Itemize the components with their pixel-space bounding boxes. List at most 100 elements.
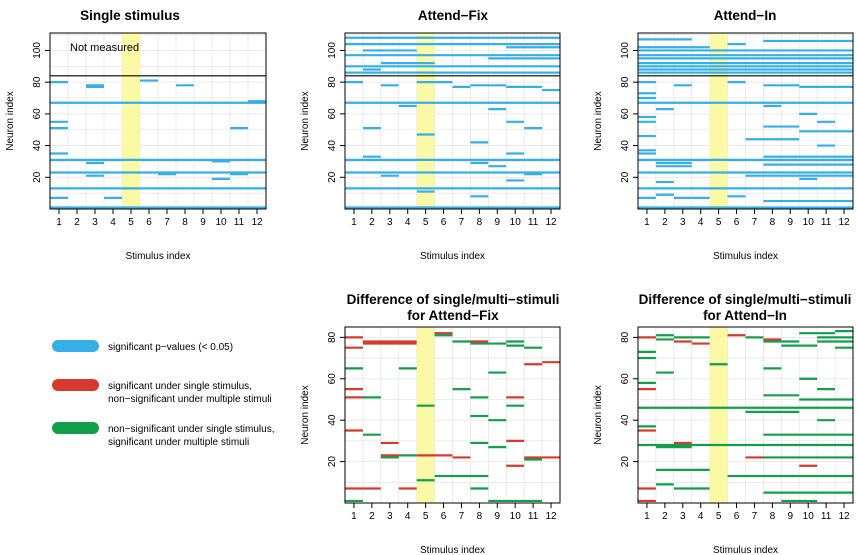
chart-title: for Attend−Fix <box>407 308 499 323</box>
x-tick-label: 2 <box>369 217 375 228</box>
highlight-column-stimulus-5 <box>122 33 140 209</box>
segments <box>638 330 853 503</box>
y-tick-label: 40 <box>327 414 338 426</box>
legend-label: significant under multiple stimuli <box>108 437 249 448</box>
plot-frame <box>344 326 561 504</box>
x-tick-label: 12 <box>545 511 557 522</box>
plot-frame <box>49 32 267 210</box>
y-axis-label: Neuron index <box>300 385 311 444</box>
legend-label: significant under single stimulus, <box>108 381 252 392</box>
y-tick-label: 40 <box>620 414 631 426</box>
legend-label: non−significant under single stimulus, <box>108 424 274 435</box>
y-axis-label: Neuron index <box>300 91 311 150</box>
x-axis-label: Stimulus index <box>713 251 778 262</box>
x-tick-label: 10 <box>803 217 815 228</box>
x-tick-label: 3 <box>387 217 393 228</box>
legend-label: non−significant under multiple stimuli <box>108 394 272 405</box>
x-tick-label: 8 <box>770 217 776 228</box>
x-tick-label: 11 <box>821 511 832 522</box>
legend-swatch <box>52 340 99 352</box>
x-tick-label: 9 <box>788 511 794 522</box>
chart-title: Single stimulus <box>80 8 180 23</box>
x-tick-label: 5 <box>128 217 134 228</box>
y-tick-label: 80 <box>620 331 631 343</box>
x-axis-label: Stimulus index <box>420 251 485 262</box>
x-axis-label: Stimulus index <box>125 251 190 262</box>
chart-title: Attend−Fix <box>418 8 489 23</box>
legend-entry: significant p−values (< 0.05) <box>52 340 233 353</box>
x-tick-label: 9 <box>495 217 501 228</box>
x-tick-label: 3 <box>680 217 686 228</box>
segments <box>345 332 560 503</box>
x-tick-label: 1 <box>644 217 650 228</box>
chart-title: for Attend−In <box>703 308 787 323</box>
x-axis-label: Stimulus index <box>420 545 485 555</box>
x-tick-label: 5 <box>423 217 429 228</box>
x-tick-label: 11 <box>821 217 832 228</box>
x-tick-label: 2 <box>662 511 668 522</box>
legend-entry: non−significant under single stimulus, si… <box>52 422 274 448</box>
x-tick-label: 4 <box>698 511 704 522</box>
x-tick-label: 2 <box>369 511 375 522</box>
x-tick-label: 10 <box>510 217 522 228</box>
x-tick-label: 9 <box>788 217 794 228</box>
x-tick-label: 5 <box>716 217 722 228</box>
x-tick-label: 4 <box>405 217 411 228</box>
x-tick-label: 3 <box>680 511 686 522</box>
chart-title: Difference of single/multi−stimuli <box>347 292 560 307</box>
highlight-column-stimulus-5 <box>416 33 435 209</box>
x-tick-label: 10 <box>803 511 815 522</box>
y-tick-label: 20 <box>620 456 631 468</box>
y-tick-label: 80 <box>32 76 43 88</box>
y-tick-label: 60 <box>620 108 631 120</box>
plot-frame <box>637 32 854 210</box>
x-axis-label: Stimulus index <box>713 545 778 555</box>
x-tick-label: 8 <box>477 511 483 522</box>
x-tick-label: 12 <box>838 511 850 522</box>
y-axis-label: Neuron index <box>593 91 604 150</box>
x-tick-label: 6 <box>441 511 447 522</box>
plot-frame <box>344 32 561 210</box>
segments <box>345 36 560 209</box>
legend-swatch <box>52 379 99 391</box>
x-tick-label: 6 <box>441 217 447 228</box>
x-tick-label: 10 <box>215 217 227 228</box>
highlight-column-stimulus-5 <box>709 327 728 503</box>
x-tick-label: 5 <box>423 511 429 522</box>
x-tick-label: 10 <box>510 511 522 522</box>
x-tick-label: 7 <box>459 217 465 228</box>
region-note: Not measured <box>70 42 139 54</box>
x-tick-label: 7 <box>459 511 465 522</box>
y-tick-label: 40 <box>620 140 631 152</box>
x-tick-label: 12 <box>251 217 263 228</box>
legend-label: significant p−values (< 0.05) <box>108 342 233 353</box>
x-tick-label: 11 <box>234 217 245 228</box>
y-tick-label: 100 <box>32 42 43 59</box>
x-tick-label: 1 <box>351 217 357 228</box>
segments <box>638 38 853 209</box>
x-tick-label: 12 <box>838 217 850 228</box>
x-tick-label: 2 <box>74 217 80 228</box>
x-tick-label: 9 <box>200 217 206 228</box>
legend: significant p−values (< 0.05) significant… <box>52 340 274 448</box>
x-tick-label: 8 <box>182 217 188 228</box>
legend-entry: significant under single stimulus, non−si… <box>52 379 272 405</box>
chart-title: Attend−In <box>714 8 777 23</box>
y-tick-label: 20 <box>32 171 43 183</box>
x-tick-label: 4 <box>110 217 116 228</box>
x-tick-label: 4 <box>405 511 411 522</box>
highlight-column-stimulus-5 <box>709 33 728 209</box>
x-tick-label: 1 <box>351 511 357 522</box>
x-tick-label: 12 <box>545 217 557 228</box>
chart-title: Difference of single/multi−stimuli <box>639 292 852 307</box>
y-tick-label: 20 <box>327 171 338 183</box>
legend-swatch <box>52 422 99 434</box>
x-tick-label: 3 <box>92 217 98 228</box>
x-tick-label: 1 <box>644 511 650 522</box>
x-tick-label: 5 <box>716 511 722 522</box>
